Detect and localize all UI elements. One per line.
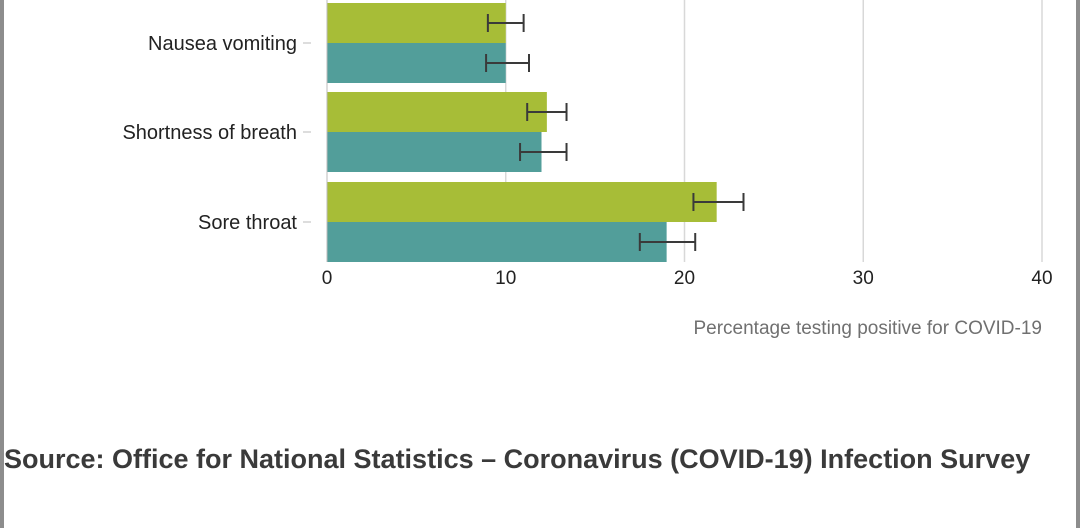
category-label: Shortness of breath: [122, 122, 297, 144]
bar: [327, 92, 547, 132]
left-border: [0, 0, 4, 528]
bar: [327, 43, 506, 83]
x-axis-title: Percentage testing positive for COVID-19: [693, 318, 1042, 339]
x-tick-label: 20: [674, 268, 695, 289]
x-tick-label: 0: [322, 268, 333, 289]
bar: [327, 182, 717, 222]
bar: [327, 222, 667, 262]
right-border: [1076, 0, 1080, 528]
category-labels: Nausea vomiting Shortness of breath Sore t…: [122, 33, 311, 234]
category-label: Nausea vomiting: [148, 33, 297, 55]
bars: [327, 3, 717, 262]
bar-chart: Nausea vomiting Shortness of breath Sore t…: [122, 0, 1053, 339]
x-tick-label: 10: [495, 268, 516, 289]
category-label: Sore throat: [198, 212, 297, 234]
x-tick-label: 30: [853, 268, 874, 289]
bar: [327, 132, 542, 172]
x-tick-label: 40: [1031, 268, 1052, 289]
error-bars: [485, 14, 745, 251]
x-tick-labels: 0 10 20 30 40: [322, 268, 1053, 289]
bar: [327, 3, 506, 43]
source-note: Source: Office for National Statistics –…: [4, 444, 1031, 474]
